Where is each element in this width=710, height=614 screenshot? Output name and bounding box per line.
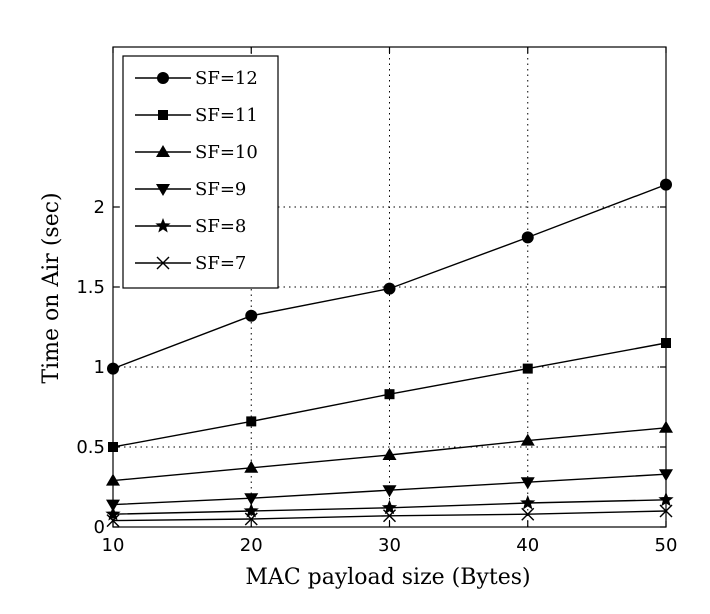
legend-marker — [156, 184, 170, 196]
series-sf-9 — [106, 469, 673, 512]
x-tick-label: 50 — [655, 535, 678, 556]
data-point — [108, 442, 118, 452]
data-point — [521, 507, 535, 521]
y-tick-label: 0 — [94, 517, 105, 538]
legend-label: SF=7 — [195, 253, 246, 274]
data-point — [659, 504, 673, 518]
data-point — [383, 282, 396, 295]
data-point — [106, 499, 120, 512]
legend-item: SF=7 — [135, 253, 246, 274]
y-axis-label: Time on Air (sec) — [39, 192, 64, 383]
data-point — [384, 389, 395, 400]
legend-marker — [156, 256, 170, 270]
data-point — [521, 231, 534, 244]
x-marker-stroke — [156, 256, 170, 270]
series-sf-8 — [105, 491, 674, 521]
data-point — [246, 416, 257, 427]
data-point — [520, 477, 535, 490]
data-point — [660, 178, 672, 191]
legend-marker — [157, 72, 169, 84]
legend-item: SF=8 — [135, 216, 246, 237]
legend-label: SF=9 — [195, 179, 246, 200]
legend-label: SF=8 — [195, 216, 246, 237]
data-point — [659, 420, 673, 433]
y-tick-label: 1.5 — [76, 277, 105, 298]
legend-label: SF=11 — [195, 105, 258, 126]
data-point — [382, 448, 397, 460]
data-point — [659, 469, 673, 482]
data-point — [383, 509, 396, 523]
data-point — [381, 499, 398, 515]
legend-item: SF=11 — [135, 105, 258, 126]
y-tick-label: 2 — [94, 197, 105, 218]
x-marker-stroke — [659, 504, 673, 518]
legend-marker — [156, 145, 170, 157]
data-point — [244, 460, 259, 473]
series-sf-12 — [107, 178, 672, 375]
data-point — [661, 338, 671, 348]
data-point — [658, 491, 674, 507]
x-marker-stroke — [383, 509, 396, 523]
data-point — [244, 512, 258, 526]
data-point — [520, 433, 535, 446]
data-point — [522, 363, 533, 374]
x-marker-stroke — [521, 507, 535, 521]
data-point — [107, 362, 119, 375]
legend-marker — [155, 218, 171, 233]
legend-box — [122, 55, 279, 289]
x-tick-label: 10 — [102, 535, 125, 556]
x-axis-label: MAC payload size (Bytes) — [245, 565, 530, 590]
data-point — [106, 473, 120, 486]
legend-marker — [158, 110, 168, 120]
data-point — [106, 514, 120, 528]
data-point — [243, 503, 259, 518]
y-tick-label: 1 — [94, 357, 105, 378]
x-marker-stroke — [244, 512, 258, 526]
series-sf-7 — [106, 504, 673, 528]
x-tick-label: 20 — [240, 535, 263, 556]
data-point — [245, 309, 258, 322]
y-tick-label: 0.5 — [76, 437, 105, 458]
legend-label: SF=10 — [195, 142, 258, 163]
series-sf-11 — [108, 338, 671, 452]
series-group — [105, 178, 674, 528]
axis-ticks: 10 20 30 40 50 0 0.5 1 1.5 2 — [76, 47, 677, 556]
legend-item: SF=12 — [135, 68, 258, 89]
data-point — [244, 493, 259, 506]
legend: SF=12 SF=11 SF=10 SF=9 SF=8 SF=7 — [122, 55, 279, 289]
data-point — [520, 495, 536, 510]
x-tick-label: 40 — [516, 535, 539, 556]
data-point — [105, 506, 121, 521]
legend-item: SF=9 — [135, 179, 246, 200]
x-marker-stroke — [106, 514, 120, 528]
x-tick-label: 30 — [378, 535, 401, 556]
legend-label: SF=12 — [195, 68, 258, 89]
data-point — [382, 485, 397, 498]
series-sf-10 — [106, 420, 673, 486]
legend-item: SF=10 — [135, 142, 258, 163]
